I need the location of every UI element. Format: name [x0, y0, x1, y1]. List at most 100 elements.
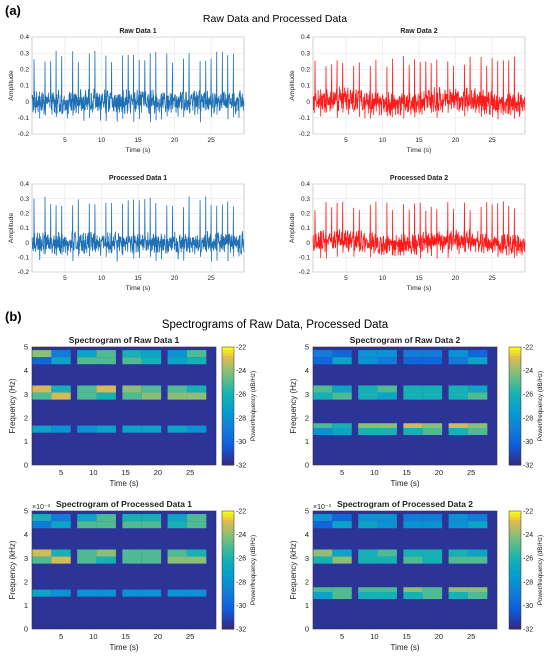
y-tick-label: 0: [24, 461, 28, 470]
heatmap-cell: [403, 556, 423, 564]
heatmap-cell: [51, 392, 71, 400]
colorbar-segment: [509, 587, 521, 592]
colorbar-segment: [509, 347, 521, 351]
y-tick-label: 1: [305, 601, 309, 610]
x-tick-label: 25: [488, 275, 496, 282]
colorbar-segment: [222, 453, 234, 457]
y-tick-label: -0.1: [18, 115, 30, 122]
colorbar-segment: [509, 429, 521, 434]
colorbar-segment: [509, 450, 521, 454]
heatmap-cell: [448, 587, 468, 595]
colorbar-segment: [222, 450, 234, 454]
colorbar-tick-label: -26: [236, 556, 246, 563]
chart-title: Raw Data 2: [400, 28, 437, 35]
x-tick-label: 10: [98, 137, 106, 144]
heatmap-cell: [96, 385, 116, 393]
colorbar-label: Power/frequency (dB/Hz): [250, 535, 257, 605]
colorbar-segment: [222, 364, 234, 369]
heatmap-cell: [377, 385, 397, 393]
plot-frame: [31, 510, 217, 630]
heatmap-cell: [448, 556, 468, 564]
heatmap-cell: [167, 549, 187, 557]
heatmap-cell: [167, 357, 187, 365]
y-tick-label: -0.2: [18, 269, 30, 276]
colorbar-label: Power/frequency (dB/Hz): [250, 371, 257, 441]
colorbar-segment: [509, 385, 521, 389]
spectrogram-3: 5 10 15 20 25 0 1 2 3 4 5 Spectrogram of Processed …: [8, 499, 257, 652]
heatmap-cell: [422, 350, 443, 358]
chart-title: Processed Data 1: [109, 175, 167, 182]
y-tick-label: 1: [24, 437, 28, 446]
x-tick-label: 15: [121, 632, 129, 641]
y-tick-label: 0.3: [301, 50, 310, 57]
heatmap-cell: [448, 591, 468, 600]
colorbar-segment: [222, 511, 234, 515]
x-tick-label: 5: [63, 275, 67, 282]
heatmap-cell: [77, 385, 97, 393]
heatmap-cell: [167, 521, 187, 529]
heatmap-cell: [186, 556, 207, 564]
colorbar-segment: [509, 605, 521, 609]
colorbar-segment: [509, 620, 521, 624]
heatmap-cell: [186, 589, 207, 597]
heatmap-cell: [51, 350, 71, 358]
colorbar-tick-label: -28: [523, 415, 533, 422]
heatmap-cell: [167, 350, 187, 358]
heatmap-cell: [77, 589, 97, 597]
colorbar-segment: [222, 352, 234, 357]
colorbar-segment: [222, 567, 234, 571]
line-chart-1: 5 10 15 20 25 -0.2 -0.1 0 0.1 0.2 0.3 0.4 Raw Data 1…: [8, 28, 245, 154]
colorbar-segment: [222, 561, 234, 565]
heatmap-cell: [167, 556, 187, 564]
heatmap-cell: [122, 385, 142, 393]
colorbar-segment: [222, 397, 234, 401]
chart-title: Spectrogram of Raw Data 1: [69, 335, 180, 345]
colorbar-segment: [509, 417, 521, 422]
y-tick-label: 1: [24, 601, 28, 610]
heatmap-cell: [403, 385, 423, 393]
heatmap-cell: [358, 427, 378, 436]
heatmap-cell: [358, 587, 378, 595]
colorbar-tick-label: -24: [236, 368, 246, 375]
y-tick-label: 0.4: [20, 181, 29, 188]
heatmap-cell: [467, 423, 488, 431]
heatmap-cell: [403, 587, 423, 595]
colorbar-segment: [509, 447, 521, 451]
heatmap-cell: [403, 423, 423, 431]
heatmap-cell: [358, 549, 378, 557]
colorbar-segment: [509, 420, 521, 425]
x-tick-label: 5: [340, 468, 344, 477]
heatmap-cell: [77, 425, 97, 433]
colorbar-segment: [222, 537, 234, 541]
panel-b-letter: (b): [5, 309, 22, 324]
colorbar-segment: [222, 572, 234, 577]
colorbar-segment: [222, 411, 234, 416]
heatmap-cell: [167, 514, 187, 522]
x-tick-label: 15: [134, 137, 142, 144]
heatmap-cell: [77, 357, 97, 365]
heatmap-cell: [422, 357, 443, 365]
colorbar-segment: [222, 525, 234, 530]
colorbar-segment: [222, 347, 234, 351]
y-tick-label: 3: [305, 390, 309, 399]
y-tick-label: -0.2: [299, 269, 311, 276]
colorbar-segment: [222, 623, 234, 627]
colorbar-segment: [509, 435, 521, 439]
heatmap-cell: [96, 350, 116, 358]
y-tick-label: 5: [305, 343, 309, 352]
heatmap-cell: [377, 514, 397, 522]
heatmap-cell: [422, 514, 443, 522]
colorbar-segment: [222, 417, 234, 422]
heatmap-cell: [77, 392, 97, 400]
heatmap-cell: [167, 385, 187, 393]
heatmap-cell: [332, 556, 352, 564]
colorbar-segment: [222, 355, 234, 360]
line-chart-2: 5 10 15 20 25 -0.2 -0.1 0 0.1 0.2 0.3 0.4 Raw Data 2…: [289, 28, 526, 154]
heatmap-cell: [403, 357, 423, 365]
y-tick-label: 0.4: [20, 34, 29, 41]
heatmap-cell: [141, 521, 162, 529]
colorbar-segment: [509, 522, 521, 527]
heatmap-cell: [96, 589, 116, 597]
colorbar-segment: [509, 531, 521, 536]
y-tick-label: 0: [305, 461, 309, 470]
